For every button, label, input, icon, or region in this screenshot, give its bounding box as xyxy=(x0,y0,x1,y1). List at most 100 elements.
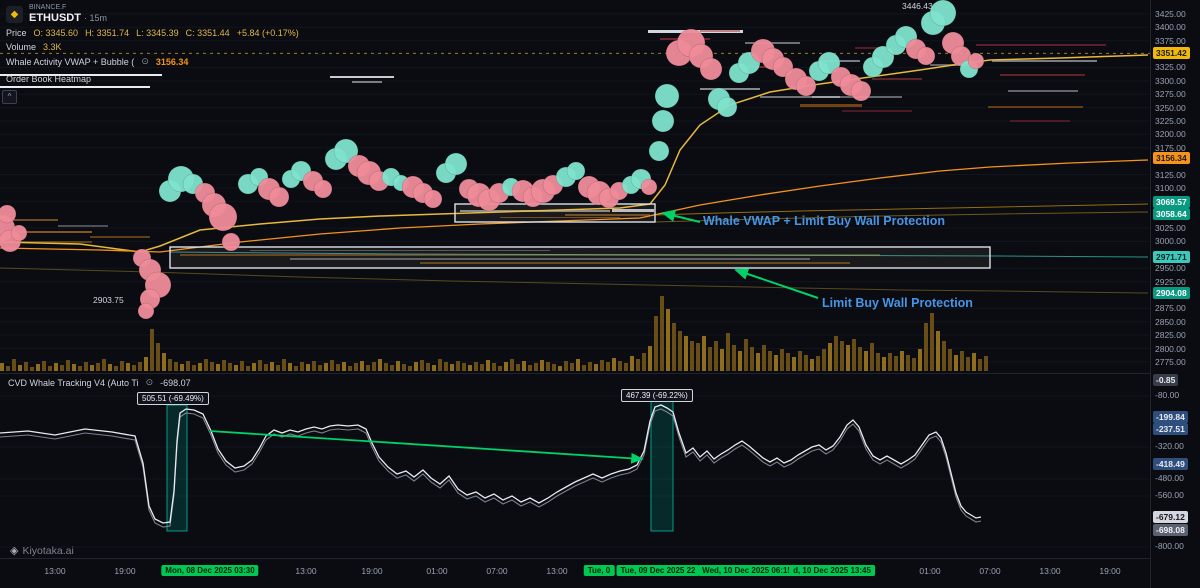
price-tick: 3275.00 xyxy=(1155,89,1186,100)
symbol-label: ETHUSDT · 15m xyxy=(29,12,108,24)
indicator-underline xyxy=(0,74,162,76)
price-tick: 3100.00 xyxy=(1155,182,1186,193)
time-tick: 07:00 xyxy=(979,566,1001,576)
price-tick: 2950.00 xyxy=(1155,263,1186,274)
binance-logo-icon: ◆ xyxy=(6,5,23,23)
price-badge: 3069.57 xyxy=(1153,196,1190,209)
indicator-underline xyxy=(0,86,150,88)
limit-buy-wall-boxes xyxy=(169,203,991,269)
indicator-name: Whale Activity VWAP + Bubble ( xyxy=(6,56,135,67)
price-tick: 2875.00 xyxy=(1155,303,1186,314)
high-value: H: 3351.74 xyxy=(85,28,130,38)
symbol-row[interactable]: ◆ BINANCE.F ETHUSDT · 15m xyxy=(6,4,299,24)
cvd-tick: -560.00 xyxy=(1155,490,1184,500)
eye-icon[interactable]: ⊙ xyxy=(141,56,149,66)
exchange-label: BINANCE.F xyxy=(29,4,67,11)
time-tick: 19:00 xyxy=(114,566,136,576)
price-tick: 3400.00 xyxy=(1155,22,1186,33)
whale-bubbles xyxy=(0,0,985,320)
time-session-badge: d, 10 Dec 2025 13:45 xyxy=(789,565,875,576)
high-price-marker: 3446.43 xyxy=(902,1,933,11)
price-tick: 3200.00 xyxy=(1155,129,1186,140)
price-tick: 2925.00 xyxy=(1155,276,1186,287)
price-tick: 3175.00 xyxy=(1155,142,1186,153)
limit-buy-annotation: Limit Buy Wall Protection xyxy=(822,296,973,310)
price-badge: 2904.08 xyxy=(1153,286,1190,299)
price-tick: 3250.00 xyxy=(1155,102,1186,113)
cvd-highlight-bands xyxy=(166,400,674,532)
cvd-peak-label-2: 467.39 (-69.22%) xyxy=(621,389,693,402)
time-session-badge: Wed, 10 Dec 2025 06:15 xyxy=(698,565,796,576)
price-tick: 2800.00 xyxy=(1155,343,1186,354)
eye-icon[interactable]: ⊙ xyxy=(145,377,154,387)
annotation-arrows xyxy=(661,210,819,299)
kiyotaka-logo-icon: ◈ xyxy=(10,545,19,557)
time-tick: 01:00 xyxy=(426,566,448,576)
indicator-name: Order Book Heatmap xyxy=(6,74,92,84)
cvd-lines xyxy=(0,404,982,528)
cvd-title: CVD Whale Tracking V4 (Auto Ti xyxy=(8,377,139,388)
volume-bars xyxy=(0,296,988,371)
kiyotaka-watermark: ◈ Kiyotaka.ai xyxy=(10,544,74,558)
time-session-badge: Tue, 0 xyxy=(583,565,615,576)
price-tick: 3025.00 xyxy=(1155,223,1186,234)
cvd-badge: -698.08 xyxy=(1153,524,1188,536)
cvd-badge: -199.84 xyxy=(1153,411,1188,423)
price-tick: 3325.00 xyxy=(1155,62,1186,73)
interval-label[interactable]: · 15m xyxy=(84,13,108,23)
time-session-badge: Tue, 09 Dec 2025 22 xyxy=(616,565,700,576)
close-value: C: 3351.44 xyxy=(185,28,230,38)
open-value: O: 3345.60 xyxy=(33,28,79,38)
price-tick: 2825.00 xyxy=(1155,330,1186,341)
price-tick: 3425.00 xyxy=(1155,8,1186,19)
time-tick: 13:00 xyxy=(1039,566,1061,576)
cvd-value: -698.07 xyxy=(160,377,191,388)
indicator-value: 3156.34 xyxy=(155,56,189,67)
time-tick: 13:00 xyxy=(295,566,317,576)
time-tick: 19:00 xyxy=(361,566,383,576)
cvd-tick: -480.00 xyxy=(1155,473,1184,483)
cvd-badge: -679.12 xyxy=(1153,511,1188,523)
cvd-peak-label-1: 505.51 (-69.49%) xyxy=(137,392,209,405)
time-tick: 13:00 xyxy=(44,566,66,576)
price-badge: 3058.64 xyxy=(1153,208,1190,221)
whale-vwap-annotation: Whale VWAP + Limit Buy Wall Protection xyxy=(703,214,946,228)
price-tick: 3000.00 xyxy=(1155,236,1186,247)
price-tick: 2850.00 xyxy=(1155,316,1186,327)
volume-value: 3.3K xyxy=(43,42,62,52)
cvd-badge: -0.85 xyxy=(1153,374,1179,386)
cvd-gridlines xyxy=(0,395,1150,548)
price-tick: 3125.00 xyxy=(1155,169,1186,180)
price-badge: 3351.42 xyxy=(1153,47,1190,60)
price-tick: 3225.00 xyxy=(1155,116,1186,126)
cvd-tick: -80.00 xyxy=(1155,390,1180,400)
ohlc-row: Price O: 3345.60 H: 3351.74 L: 3345.39 C… xyxy=(6,28,299,38)
volume-row: Volume 3.3K xyxy=(6,42,62,52)
cvd-tick: -320.00 xyxy=(1155,441,1184,451)
time-session-badge: Mon, 08 Dec 2025 03:30 xyxy=(161,565,259,576)
cvd-panel-canvas[interactable] xyxy=(0,373,1150,558)
time-tick: 19:00 xyxy=(1099,566,1121,576)
time-tick: 13:00 xyxy=(546,566,568,576)
price-scale[interactable]: 3425.00 3400.00 3375.00 3325.00 3300.00 3275.… xyxy=(1150,0,1200,588)
low-value: L: 3345.39 xyxy=(136,28,179,38)
time-axis[interactable]: 13:00 19:00 Mon, 08 Dec 2025 03:30 13:00 19:… xyxy=(0,558,1150,588)
cvd-tick: -800.00 xyxy=(1155,541,1184,551)
chart-header: ◆ BINANCE.F ETHUSDT · 15m Price O: 3345.… xyxy=(6,4,299,84)
price-tick: 3375.00 xyxy=(1155,35,1186,46)
price-badge: 3156.34 xyxy=(1153,151,1190,164)
time-tick: 01:00 xyxy=(919,566,941,576)
cvd-badge: -237.51 xyxy=(1153,423,1188,435)
collapse-legend-button[interactable]: ^ xyxy=(2,90,17,104)
indicator-row-orderbook[interactable]: Order Book Heatmap xyxy=(6,74,299,84)
main-chart-canvas[interactable] xyxy=(0,0,1150,372)
change-value: +5.84 (+0.17%) xyxy=(236,28,299,38)
cvd-indicator-row[interactable]: CVD Whale Tracking V4 (Auto Ti ⊙ -698.07 xyxy=(8,377,191,388)
time-tick: 07:00 xyxy=(486,566,508,576)
indicator-row-whale-vwap[interactable]: Whale Activity VWAP + Bubble ( ⊙ 3156.34 xyxy=(6,56,299,67)
price-tick: 3300.00 xyxy=(1155,75,1186,86)
low-price-marker: 2903.75 xyxy=(93,295,124,305)
cvd-badge: -418.49 xyxy=(1153,458,1188,470)
price-badge: 2971.71 xyxy=(1153,250,1190,263)
